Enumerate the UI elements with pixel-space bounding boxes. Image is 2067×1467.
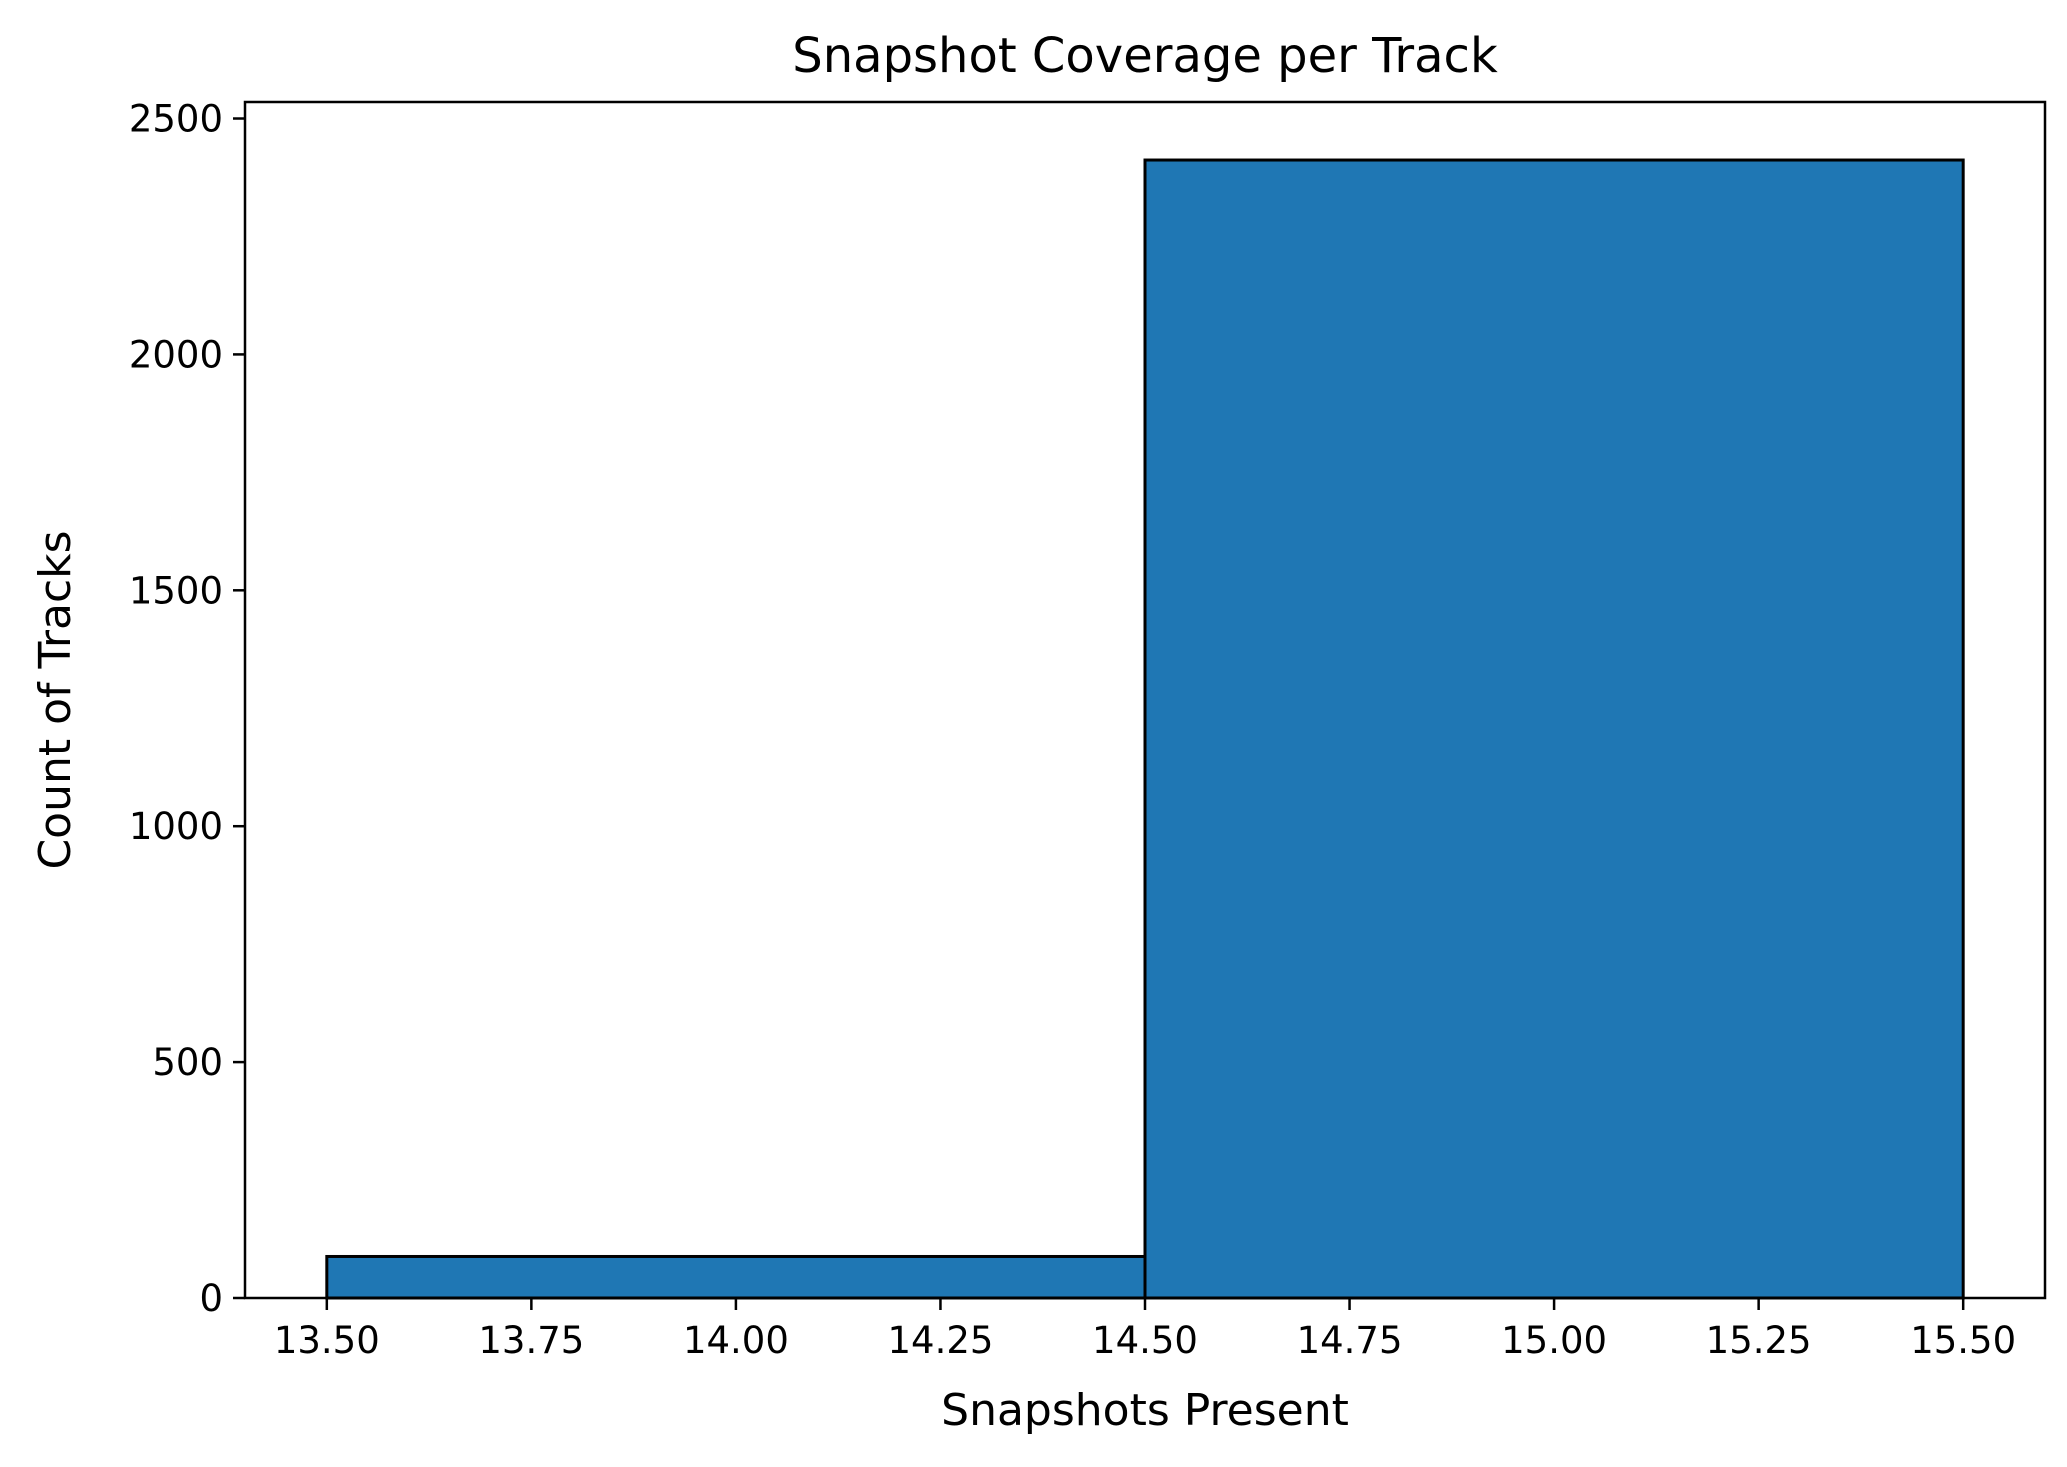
x-tick-label: 14.00	[683, 1319, 789, 1362]
y-tick-label: 2000	[129, 333, 223, 376]
x-tick-label: 14.25	[887, 1319, 993, 1362]
y-axis-ticks: 0 500 1000 1500 2000 2500	[129, 98, 245, 1320]
x-tick-label: 13.75	[478, 1319, 584, 1362]
bars-group	[325, 158, 1965, 1300]
x-tick-label: 14.75	[1297, 1319, 1403, 1362]
y-tick-label: 1500	[129, 569, 223, 612]
y-tick-label: 1000	[129, 805, 223, 848]
x-tick-label: 15.00	[1501, 1319, 1607, 1362]
x-tick-label: 15.50	[1910, 1319, 2016, 1362]
y-tick-label: 0	[199, 1277, 223, 1320]
y-tick-label: 500	[152, 1041, 223, 1084]
x-tick-label: 14.50	[1092, 1319, 1198, 1362]
x-tick-label: 15.25	[1706, 1319, 1812, 1362]
histogram-bar-2	[1143, 158, 1965, 1300]
y-tick-label: 2500	[129, 98, 223, 141]
chart-title: Snapshot Coverage per Track	[792, 28, 1498, 84]
x-axis-label: Snapshots Present	[941, 1385, 1349, 1436]
histogram-bar-1	[325, 1254, 1147, 1300]
y-axis-label: Count of Tracks	[30, 530, 81, 869]
x-axis-ticks: 13.50 13.75 14.00 14.25 14.50 14.75 15.00 15.25…	[274, 1298, 2016, 1362]
x-tick-label: 13.50	[274, 1319, 380, 1362]
